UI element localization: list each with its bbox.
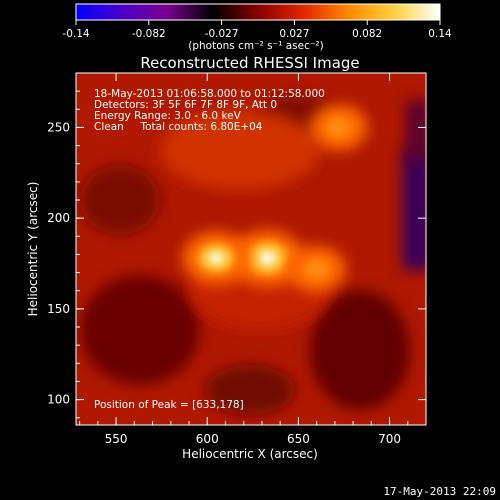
- source-core: [304, 258, 329, 279]
- negative-region: [402, 150, 426, 270]
- y-tick-label: 150: [47, 302, 70, 316]
- x-tick-label: 550: [105, 432, 128, 446]
- annotation-energy: Energy Range: 3.0 - 6.0 keV: [94, 110, 242, 122]
- chart-title: Reconstructed RHESSI Image: [140, 54, 359, 72]
- source-peak: [258, 251, 277, 266]
- colorbar-tick-label: 0.027: [279, 28, 309, 40]
- source-peak: [208, 252, 225, 265]
- colorbar-tick-label: 0.082: [352, 28, 382, 40]
- colorbar-tick-label: -0.027: [205, 28, 239, 40]
- colorbar-tick-label: -0.14: [62, 28, 89, 40]
- peak-position-label: Position of Peak = [633,178]: [94, 399, 244, 411]
- x-axis-label: Heliocentric X (arcsec): [182, 447, 318, 461]
- y-tick-label: 250: [47, 120, 70, 134]
- annotation-detectors: Detectors: 3F 5F 6F 7F 8F 9F, Att 0: [94, 99, 277, 111]
- brighter-region: [160, 110, 320, 190]
- x-tick-label: 650: [287, 432, 310, 446]
- negative-region: [406, 100, 426, 160]
- dim-region: [205, 365, 295, 415]
- dim-region: [310, 290, 410, 410]
- annotation-clean: Clean Total counts: 6.80E+04: [94, 121, 263, 133]
- source-layer: [182, 104, 368, 292]
- x-tick-label: 700: [378, 432, 401, 446]
- colorbar-label: (photons cm⁻² s⁻¹ asec⁻²): [188, 40, 323, 52]
- source-core: [326, 117, 351, 138]
- x-tick-label: 600: [196, 432, 219, 446]
- annotation-block: 18-May-2013 01:06:58.000 to 01:12:58.000…: [94, 88, 325, 133]
- colorbar: [75, 3, 441, 21]
- colorbar-tick-label: -0.082: [132, 28, 166, 40]
- y-tick-label: 200: [47, 211, 70, 225]
- x-axis-ticks: 550 600 650 700: [79, 73, 427, 446]
- heatmap-plot: [76, 73, 426, 425]
- y-axis-label: Heliocentric Y (arcsec): [26, 182, 40, 317]
- dim-region: [80, 165, 160, 235]
- colorbar-ticks: -0.14 -0.082 -0.027 0.027 0.082 0.14: [62, 20, 452, 40]
- y-tick-label: 100: [47, 393, 70, 407]
- plot-frame: [75, 72, 427, 426]
- colorbar-tick-label: 0.14: [428, 28, 452, 40]
- y-axis-ticks: 100 150 200 250: [47, 72, 426, 419]
- footer-date: 17-May-2013 22:09: [383, 485, 496, 498]
- dim-region: [80, 275, 200, 385]
- annotation-time: 18-May-2013 01:06:58.000 to 01:12:58.000: [94, 88, 325, 100]
